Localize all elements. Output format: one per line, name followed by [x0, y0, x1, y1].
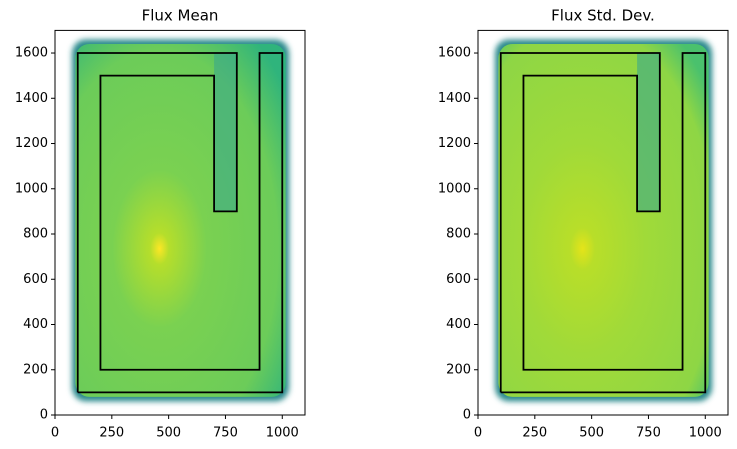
axes-frame: [477, 29, 729, 416]
y-tick-label: 1600: [15, 46, 48, 61]
x-tick-label: 250: [522, 426, 547, 441]
y-tick-label: 400: [446, 317, 471, 332]
heat-field: [75, 43, 286, 397]
x-tick-label: 1000: [689, 426, 722, 441]
panel: Flux Std. Dev. 0 250 500 750 1000 0 200 400 600 80…: [438, 7, 729, 441]
panel: Flux Mean 0 250 500 750 1000 0 200 400 600 800 1000…: [15, 7, 306, 441]
outline: [499, 52, 707, 394]
y-tick-label: 0: [40, 408, 48, 423]
x-tick-label: 0: [474, 426, 482, 441]
heat-slot: [637, 53, 660, 212]
y-tick-label: 600: [23, 272, 48, 287]
y-tick-label: 1400: [438, 91, 471, 106]
x-tick-label: 500: [579, 426, 604, 441]
outline: [76, 52, 284, 394]
heatmap-image: [495, 39, 713, 402]
x-tick-label: 1000: [266, 426, 299, 441]
x-tick-label: 250: [99, 426, 124, 441]
chart-title: Flux Std. Dev.: [551, 7, 655, 25]
y-tick-label: 1200: [15, 136, 48, 151]
y-tick-label: 0: [463, 408, 471, 423]
x-tick-label: 750: [636, 426, 661, 441]
heat-field: [498, 43, 709, 397]
axes-frame: [54, 29, 306, 416]
y-tick-label: 200: [23, 362, 48, 377]
heat-slot: [214, 53, 237, 212]
y-tick-label: 1000: [15, 181, 48, 196]
y-tick-label: 1400: [15, 91, 48, 106]
y-tick-label: 1200: [438, 136, 471, 151]
chart-title: Flux Mean: [142, 7, 219, 25]
y-tick-label: 400: [23, 317, 48, 332]
heatmap-image: [72, 39, 290, 402]
y-tick-label: 200: [446, 362, 471, 377]
x-tick-label: 0: [51, 426, 59, 441]
x-tick-label: 500: [156, 426, 181, 441]
y-tick-label: 1600: [438, 46, 471, 61]
y-tick-label: 1000: [438, 181, 471, 196]
y-tick-label: 600: [446, 272, 471, 287]
y-tick-label: 800: [23, 227, 48, 242]
y-tick-label: 800: [446, 227, 471, 242]
x-tick-label: 750: [213, 426, 238, 441]
